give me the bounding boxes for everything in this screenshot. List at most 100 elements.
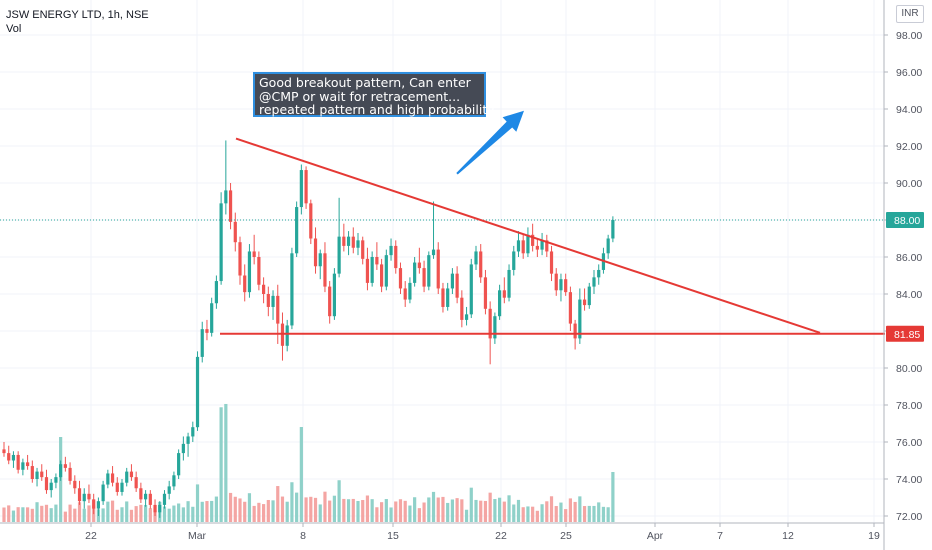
candle-body [247, 251, 252, 293]
volume-bar [611, 472, 615, 522]
candle-body [148, 493, 152, 505]
volume-bar [431, 491, 436, 522]
candle-body [592, 277, 596, 287]
candle-body [139, 488, 143, 500]
volume-bar [606, 507, 610, 522]
volume-bar [464, 509, 469, 522]
candle-body [408, 282, 412, 300]
volume-bar [110, 500, 115, 522]
volume-bar [313, 497, 318, 522]
candle-body [578, 299, 582, 339]
up-arrow-drawing[interactable] [456, 110, 524, 175]
candle-body [559, 279, 563, 291]
candle-body [564, 279, 568, 293]
candle-body [483, 277, 488, 309]
volume-bar [2, 507, 6, 522]
price-tick-label: 78.00 [896, 400, 922, 412]
candle-body [606, 238, 610, 254]
time-tick-label: 15 [387, 530, 399, 542]
volume-bar [233, 496, 237, 522]
candle-body [158, 504, 162, 513]
candlesticks [2, 140, 615, 518]
volume-bar [545, 501, 549, 522]
volume-bar [87, 505, 91, 522]
volume-bar [266, 499, 270, 522]
candle-body [545, 240, 549, 252]
chart-legend: JSW ENERGY LTD, 1h, NSE Vol [6, 8, 149, 36]
volume-bar [559, 502, 563, 522]
volume-bar [139, 504, 143, 522]
currency-button[interactable]: INR [896, 5, 924, 23]
volume-bar [214, 496, 218, 522]
candle-body [380, 264, 384, 287]
price-tick-label: 80.00 [896, 363, 922, 375]
annotation-line: @CMP or wait for retracement... [259, 88, 461, 104]
volume-bar [11, 510, 16, 522]
candle-body [101, 484, 105, 502]
candle-body [120, 482, 124, 492]
volume-bar [290, 482, 294, 522]
candle-body [573, 323, 577, 339]
volume-bar [417, 508, 421, 522]
price-label: 81.85 [886, 325, 924, 342]
volume-bar [30, 508, 34, 522]
time-axis[interactable]: 22 Mar 8 15 22 25 Apr 7 12 19 [0, 522, 884, 542]
candle-body [205, 329, 209, 333]
volume-bar [554, 506, 558, 522]
volume-bar [337, 480, 341, 522]
volume-bar [73, 508, 77, 522]
volume-bar [521, 507, 525, 522]
time-tick-label: Mar [188, 530, 207, 542]
annotation-line: repeated pattern and high probability. [259, 102, 497, 117]
price-axis[interactable]: 98.00 96.00 94.00 92.00 90.00 88.00 86.00 84.00… [883, 0, 922, 550]
candle-body [342, 236, 346, 246]
candle-body [49, 482, 53, 491]
price-tick-label: 74.00 [896, 474, 922, 486]
volume-bars [2, 403, 615, 522]
volume-bar [295, 492, 299, 522]
time-tick-label: 8 [300, 530, 306, 542]
candle-body [413, 262, 417, 283]
annotation-line: Good breakout pattern, Can enter [259, 75, 471, 90]
volume-bar [205, 501, 209, 522]
descending-resistance-line[interactable] [235, 137, 821, 334]
price-tick-label: 94.00 [896, 104, 922, 116]
candle-body [129, 471, 134, 478]
candle-body [82, 493, 86, 502]
volume-bar [474, 499, 478, 522]
candle-body [96, 501, 100, 509]
candle-body [181, 443, 185, 454]
volume-bar [228, 492, 233, 522]
volume-bar [578, 496, 582, 522]
volume-bar [427, 497, 431, 522]
volume-bar [460, 499, 464, 522]
volume-bar [82, 508, 86, 522]
candle-body [210, 303, 214, 333]
volume-bar [384, 499, 388, 522]
volume-bar [120, 507, 124, 522]
candle-body [191, 427, 195, 437]
volume-bar [351, 498, 355, 522]
volume-bar [587, 505, 591, 522]
annotation-callout[interactable]: Good breakout pattern, Can enter @CMP or… [253, 72, 497, 117]
candle-body [597, 269, 601, 278]
candle-body [356, 240, 360, 248]
candle-body [535, 245, 539, 250]
volume-bar [77, 502, 82, 522]
volume-bar [375, 507, 379, 522]
candle-body [304, 170, 308, 204]
candle-body [493, 316, 497, 339]
volume-bar [224, 403, 228, 522]
candle-body [582, 299, 587, 306]
candle-body [394, 245, 398, 269]
volume-bar [115, 509, 119, 522]
candle-body [422, 268, 426, 287]
volume-bar [252, 505, 256, 522]
candle-body [153, 504, 157, 513]
price-tick-label: 76.00 [896, 437, 922, 449]
volume-bar [129, 509, 134, 522]
volume-bar [403, 500, 407, 522]
svg-text:81.85: 81.85 [894, 329, 920, 341]
volume-bar [512, 504, 516, 522]
